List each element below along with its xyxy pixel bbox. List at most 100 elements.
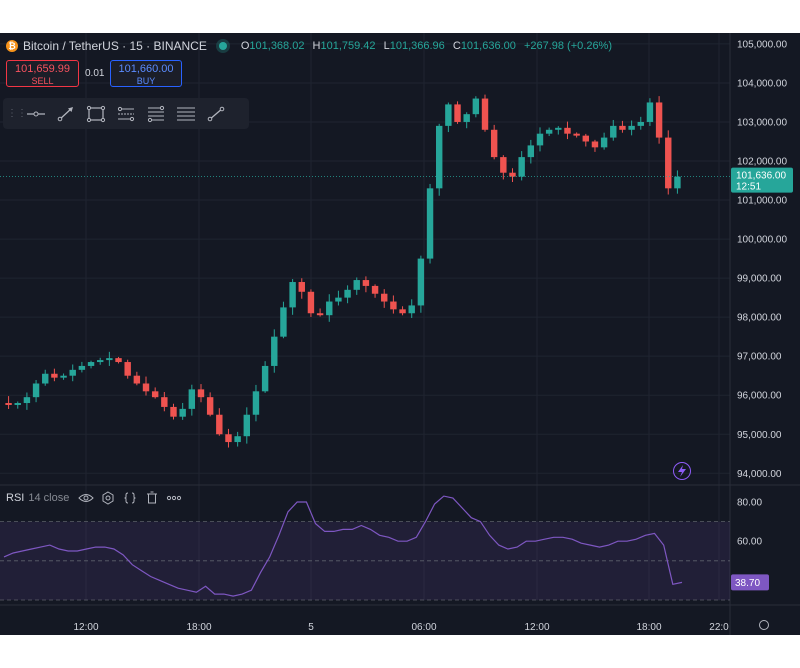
candle[interactable] [628, 120, 635, 136]
candle[interactable] [426, 183, 434, 264]
candle[interactable] [42, 369, 49, 386]
sell-button[interactable]: 101,659.99 SELL [6, 60, 79, 87]
symbol-header[interactable]: ₿ Bitcoin / TetherUS · 15 · BINANCE O101… [6, 38, 617, 54]
candle[interactable] [390, 295, 397, 314]
candle[interactable] [14, 401, 21, 409]
candle[interactable] [87, 360, 95, 369]
time-axis-label: 5 [308, 622, 314, 633]
candle[interactable] [545, 127, 553, 137]
candle[interactable] [674, 170, 681, 194]
rsi-indicator-name[interactable]: RSI [6, 492, 25, 504]
pitchfork-tool-icon[interactable] [171, 101, 201, 127]
candle[interactable] [252, 384, 260, 422]
candle[interactable] [381, 289, 388, 308]
candle[interactable] [408, 299, 415, 318]
candle[interactable] [289, 279, 296, 315]
candle[interactable] [234, 431, 241, 447]
candle[interactable] [527, 139, 535, 164]
candle[interactable] [509, 168, 516, 183]
chart-canvas[interactable]: 105,000.00 104,000.00 103,000.00 102,000.00… [0, 33, 800, 635]
candle[interactable] [225, 428, 232, 448]
eye-icon[interactable] [77, 490, 95, 506]
candle[interactable] [600, 132, 608, 150]
buy-button[interactable]: 101,660.00 BUY [110, 60, 182, 87]
candle[interactable] [32, 380, 40, 403]
candle[interactable] [353, 277, 360, 295]
candle[interactable] [371, 284, 379, 298]
price-axis-label: 102,000.00 [737, 157, 787, 168]
candle[interactable] [536, 127, 544, 152]
candle[interactable] [316, 308, 324, 317]
candle[interactable] [490, 124, 498, 160]
candle[interactable] [106, 351, 113, 366]
candle[interactable] [206, 392, 214, 417]
delete-trash-icon[interactable] [143, 490, 161, 506]
candle[interactable] [243, 407, 251, 444]
candle[interactable] [573, 132, 580, 138]
candle[interactable] [555, 126, 562, 135]
fib-retracement-tool-icon[interactable] [141, 101, 171, 127]
candle[interactable] [335, 290, 342, 306]
candle[interactable] [344, 285, 351, 304]
candle[interactable] [124, 359, 131, 379]
candle[interactable] [646, 98, 654, 126]
parallel-channel-tool-icon[interactable] [111, 101, 141, 127]
candle[interactable] [261, 361, 269, 393]
candle[interactable] [23, 392, 31, 410]
rsi-line[interactable] [3, 495, 683, 597]
candle[interactable] [197, 384, 205, 403]
candle[interactable] [170, 403, 177, 420]
candle[interactable] [307, 289, 315, 317]
candle[interactable] [280, 301, 287, 339]
candle[interactable] [271, 329, 278, 373]
candle[interactable] [161, 391, 168, 412]
candle[interactable] [591, 139, 599, 152]
candle[interactable] [472, 96, 480, 118]
candle[interactable] [151, 387, 159, 399]
candle[interactable] [60, 373, 67, 380]
candle[interactable] [518, 151, 525, 181]
candle[interactable] [298, 278, 305, 299]
drag-handle-icon[interactable]: ⋮⋮ [7, 108, 27, 119]
horizontal-ray-tool-icon[interactable] [21, 101, 51, 127]
candle[interactable] [564, 121, 571, 140]
lightning-icon[interactable] [673, 462, 691, 480]
candle[interactable] [115, 356, 122, 364]
candle[interactable] [142, 376, 150, 396]
trend-arrow-tool-icon[interactable] [51, 101, 81, 127]
more-options-icon[interactable] [165, 490, 183, 506]
candle-body [362, 280, 370, 286]
rectangle-tool-icon[interactable] [81, 101, 111, 127]
candle[interactable] [619, 120, 626, 133]
candle[interactable] [51, 368, 58, 382]
candle[interactable] [188, 384, 196, 416]
candle[interactable] [655, 96, 663, 144]
order-quantity[interactable]: 0.01 [85, 68, 105, 79]
candle[interactable] [362, 276, 370, 293]
candle[interactable] [445, 102, 452, 133]
chart-settings-icon[interactable] [759, 620, 769, 630]
candle[interactable] [610, 119, 617, 141]
candle[interactable] [78, 361, 86, 373]
candle[interactable] [69, 364, 76, 382]
candle[interactable] [96, 357, 104, 365]
symbol-title[interactable]: Bitcoin / TetherUS · 15 · BINANCE [23, 39, 207, 53]
candle[interactable] [637, 116, 644, 130]
candle[interactable] [417, 255, 425, 313]
line-tool-icon[interactable] [201, 101, 231, 127]
candle[interactable] [133, 371, 141, 386]
candle[interactable] [326, 294, 333, 322]
candle[interactable] [582, 133, 590, 147]
candle[interactable] [179, 402, 186, 420]
candle[interactable] [481, 94, 489, 132]
candle[interactable] [5, 396, 12, 409]
candle[interactable] [500, 155, 507, 180]
candle[interactable] [216, 408, 223, 436]
candle[interactable] [435, 123, 443, 196]
candle[interactable] [665, 130, 672, 195]
candle[interactable] [399, 306, 406, 316]
settings-gear-icon[interactable] [99, 490, 117, 506]
source-code-icon[interactable] [121, 490, 139, 506]
candle[interactable] [463, 112, 470, 129]
candle[interactable] [454, 101, 461, 124]
